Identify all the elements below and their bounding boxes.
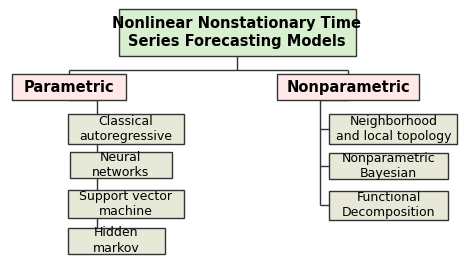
FancyBboxPatch shape [277, 74, 419, 100]
FancyBboxPatch shape [329, 191, 448, 220]
FancyBboxPatch shape [67, 228, 165, 254]
Text: Parametric: Parametric [23, 80, 114, 95]
FancyBboxPatch shape [329, 153, 448, 179]
Text: Nonlinear Nonstationary Time
Series Forecasting Models: Nonlinear Nonstationary Time Series Fore… [112, 16, 362, 49]
Text: Nonparametric: Nonparametric [287, 80, 410, 95]
FancyBboxPatch shape [118, 9, 356, 56]
Text: Hidden
markov: Hidden markov [93, 226, 139, 255]
FancyBboxPatch shape [67, 114, 184, 144]
Text: Support vector
machine: Support vector machine [79, 190, 172, 218]
Text: Nonparametric
Bayesian: Nonparametric Bayesian [342, 152, 436, 180]
FancyBboxPatch shape [329, 114, 457, 144]
Text: Classical
autoregressive: Classical autoregressive [79, 115, 172, 143]
Text: Neighborhood
and local topology: Neighborhood and local topology [336, 115, 451, 143]
FancyBboxPatch shape [70, 152, 172, 178]
Text: Neural
networks: Neural networks [92, 151, 149, 179]
FancyBboxPatch shape [67, 190, 184, 218]
FancyBboxPatch shape [12, 74, 126, 100]
Text: Functional
Decomposition: Functional Decomposition [342, 191, 436, 219]
